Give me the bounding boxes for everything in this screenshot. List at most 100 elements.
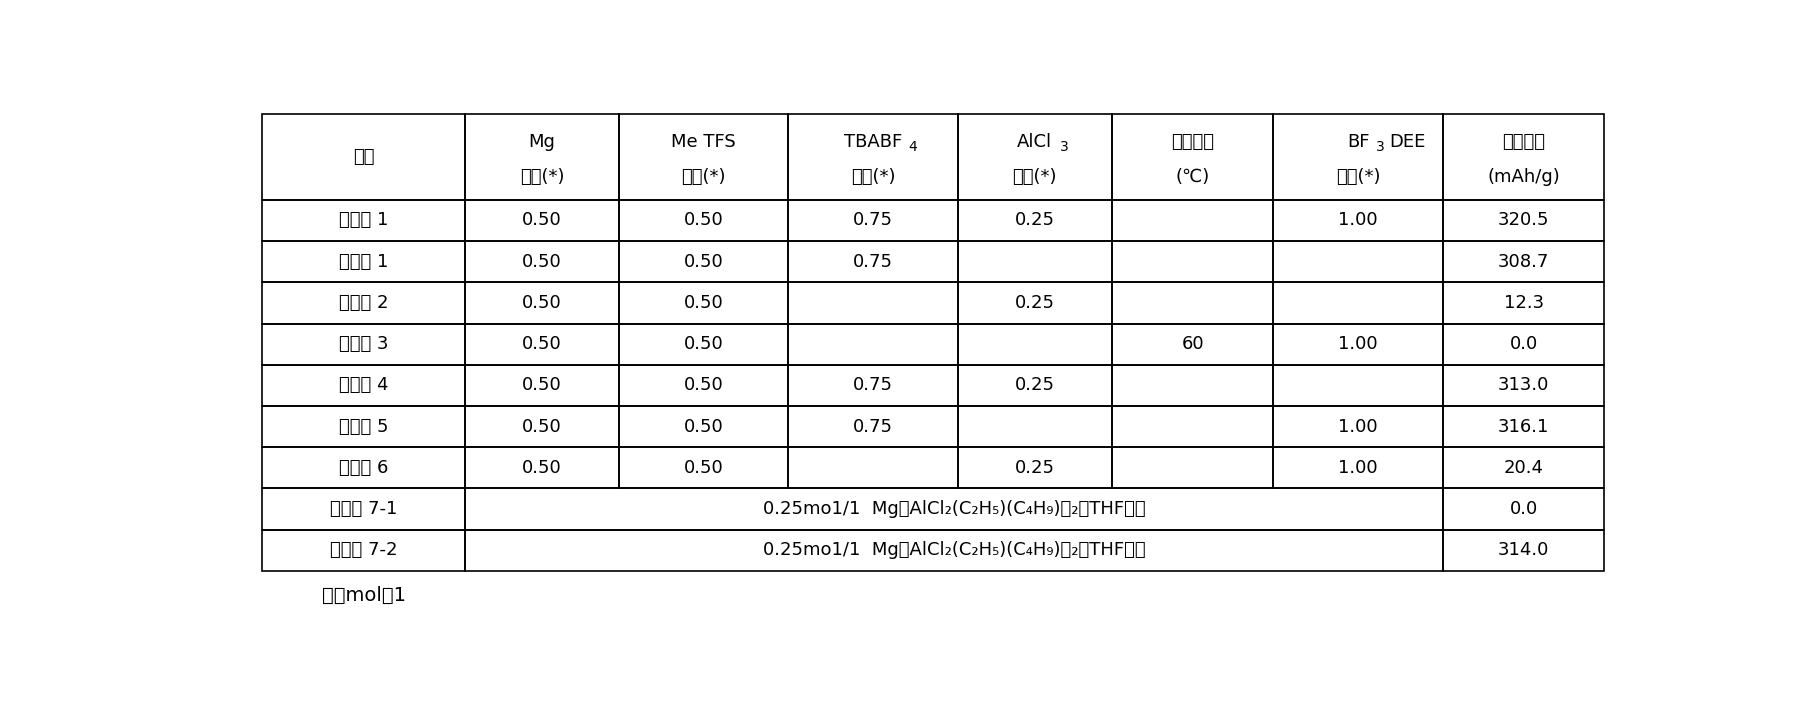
Bar (1442, 488, 1604, 530)
Text: 0.25: 0.25 (1014, 376, 1054, 395)
Bar (958, 283, 1112, 324)
Bar (1112, 283, 1273, 324)
Text: 1.00: 1.00 (1339, 335, 1379, 353)
Text: 60: 60 (1181, 335, 1204, 353)
Text: 0.50: 0.50 (684, 252, 724, 270)
Bar (789, 200, 958, 241)
Text: 1.00: 1.00 (1339, 418, 1379, 436)
Bar (1442, 406, 1604, 447)
Text: 3: 3 (1377, 139, 1386, 154)
Text: 浓度(*): 浓度(*) (851, 168, 896, 186)
Bar (958, 200, 1112, 241)
Text: 0.25mo1/1  Mg［AlCl₂(C₂H₅)(C₄H₉)］₂的THF溶液: 0.25mo1/1 Mg［AlCl₂(C₂H₅)(C₄H₉)］₂的THF溶液 (762, 541, 1145, 559)
Bar (464, 406, 619, 447)
Bar (789, 365, 958, 406)
Bar (464, 488, 1442, 530)
Bar (261, 200, 464, 241)
Text: 0.50: 0.50 (522, 376, 562, 395)
Bar (1273, 241, 1442, 283)
Text: 0.75: 0.75 (853, 418, 892, 436)
Text: 316.1: 316.1 (1498, 418, 1549, 436)
Bar (1112, 200, 1273, 241)
Text: Me TFS: Me TFS (671, 133, 736, 151)
Bar (464, 530, 1442, 571)
Bar (464, 283, 619, 324)
Text: 1.00: 1.00 (1339, 459, 1379, 477)
Text: 3: 3 (1059, 139, 1068, 154)
Bar (789, 283, 958, 324)
Text: 0.75: 0.75 (853, 211, 892, 229)
Text: 电池: 电池 (352, 148, 374, 166)
Bar (464, 447, 619, 488)
Bar (789, 114, 958, 200)
Bar (1112, 365, 1273, 406)
Text: 0.0: 0.0 (1509, 500, 1538, 518)
Text: 0.50: 0.50 (522, 418, 562, 436)
Bar (261, 365, 464, 406)
Bar (619, 200, 789, 241)
Bar (1112, 114, 1273, 200)
Bar (261, 530, 464, 571)
Text: 比较例 4: 比较例 4 (339, 376, 388, 395)
Bar (261, 114, 464, 200)
Text: 320.5: 320.5 (1498, 211, 1549, 229)
Bar (1442, 324, 1604, 365)
Bar (1442, 283, 1604, 324)
Text: 313.0: 313.0 (1498, 376, 1549, 395)
Bar (464, 114, 619, 200)
Text: 比较例 1: 比较例 1 (339, 252, 388, 270)
Text: 加热温度: 加热温度 (1172, 133, 1214, 151)
Bar (619, 406, 789, 447)
Text: 0.25: 0.25 (1014, 459, 1054, 477)
Bar (261, 406, 464, 447)
Text: 0.75: 0.75 (853, 252, 892, 270)
Bar (1273, 114, 1442, 200)
Text: 12.3: 12.3 (1504, 294, 1544, 312)
Bar (1273, 365, 1442, 406)
Text: 浓度(*): 浓度(*) (1012, 168, 1058, 186)
Bar (1273, 200, 1442, 241)
Text: BF: BF (1346, 133, 1370, 151)
Bar (958, 406, 1112, 447)
Text: 4: 4 (909, 139, 918, 154)
Text: 0.25: 0.25 (1014, 211, 1054, 229)
Text: 比较例 3: 比较例 3 (339, 335, 388, 353)
Bar (1112, 324, 1273, 365)
Bar (789, 447, 958, 488)
Text: TBABF: TBABF (844, 133, 902, 151)
Bar (619, 241, 789, 283)
Text: 浓度(*): 浓度(*) (1335, 168, 1380, 186)
Text: 0.50: 0.50 (522, 294, 562, 312)
Text: 0.50: 0.50 (522, 335, 562, 353)
Bar (619, 365, 789, 406)
Bar (1112, 406, 1273, 447)
Bar (619, 283, 789, 324)
Bar (619, 324, 789, 365)
Bar (619, 447, 789, 488)
Text: 0.25: 0.25 (1014, 294, 1054, 312)
Text: 314.0: 314.0 (1498, 541, 1549, 559)
Text: 0.50: 0.50 (684, 418, 724, 436)
Bar (464, 365, 619, 406)
Text: 0.75: 0.75 (853, 376, 892, 395)
Text: AlCl: AlCl (1018, 133, 1052, 151)
Bar (1273, 324, 1442, 365)
Bar (1442, 530, 1604, 571)
Bar (464, 241, 619, 283)
Text: 0.50: 0.50 (684, 294, 724, 312)
Text: 实施例 1: 实施例 1 (339, 211, 388, 229)
Text: 0.50: 0.50 (522, 252, 562, 270)
Text: ＊：mol／1: ＊：mol／1 (321, 586, 406, 605)
Bar (261, 488, 464, 530)
Text: 0.50: 0.50 (522, 459, 562, 477)
Bar (958, 324, 1112, 365)
Bar (1442, 365, 1604, 406)
Bar (958, 447, 1112, 488)
Bar (1442, 114, 1604, 200)
Text: DEE: DEE (1390, 133, 1426, 151)
Text: 0.50: 0.50 (522, 211, 562, 229)
Bar (1273, 283, 1442, 324)
Text: 浓度(*): 浓度(*) (521, 168, 564, 186)
Text: 比较例 2: 比较例 2 (339, 294, 388, 312)
Text: 308.7: 308.7 (1498, 252, 1549, 270)
